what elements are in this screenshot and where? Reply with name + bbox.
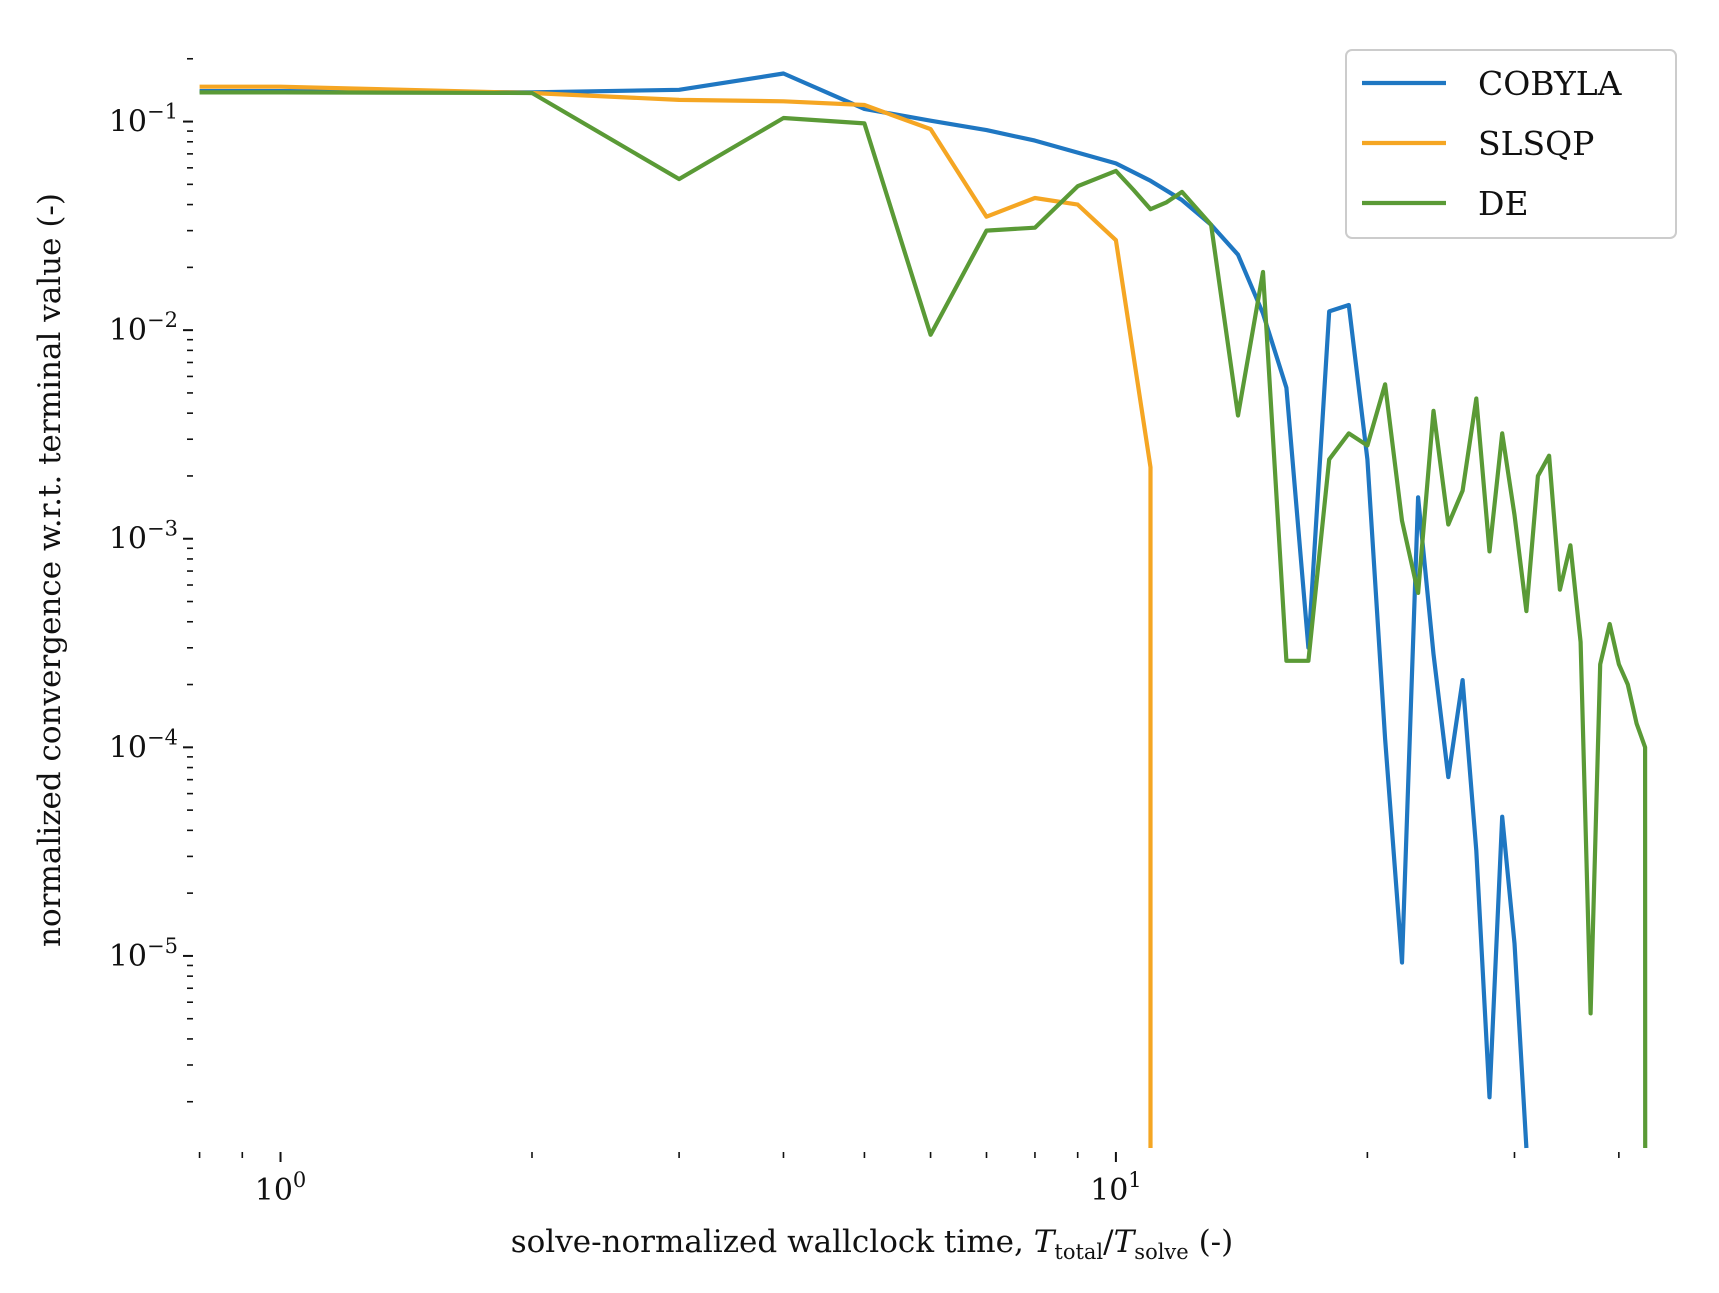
y-tick-label: 10−5 — [109, 934, 178, 974]
legend-frame — [1345, 49, 1677, 239]
x-axis-label-sub-total: total — [1054, 1240, 1103, 1264]
y-axis: 10−110−210−310−410−5 — [109, 57, 193, 1103]
y-tick-label: 10−2 — [109, 308, 178, 348]
x-axis-label-sep: / — [1103, 1224, 1114, 1260]
y-tick-exp: −5 — [147, 934, 178, 958]
y-tick-base: 10 — [109, 522, 147, 557]
y-tick-exp: −4 — [147, 725, 178, 749]
series-line-slsqp — [199, 84, 1153, 1148]
y-tick-base: 10 — [109, 730, 147, 765]
x-tick-base: 10 — [255, 1173, 293, 1208]
x-axis-label: solve-normalized wallclock time, Ttotal/… — [511, 1224, 1234, 1264]
x-axis-label-suffix: (-) — [1189, 1224, 1234, 1260]
x-axis-label-var-solve: T — [1114, 1224, 1137, 1260]
y-tick-label: 10−4 — [109, 725, 178, 765]
x-tick-exp: 0 — [293, 1168, 306, 1192]
x-axis: 100 101 — [198, 1152, 1620, 1208]
legend-label-slsqp: SLSQP — [1478, 124, 1594, 163]
legend: COBYLA SLSQP DE — [1345, 49, 1677, 239]
x-axis-label-sub-solve: solve — [1134, 1240, 1188, 1264]
legend-label-de: DE — [1478, 184, 1529, 223]
y-tick-base: 10 — [109, 939, 147, 974]
y-tick-exp: −1 — [147, 100, 178, 124]
y-axis-label: normalized convergence w.r.t. terminal v… — [32, 193, 68, 947]
y-tick-exp: −2 — [147, 308, 178, 332]
x-tick-label: 100 — [255, 1168, 307, 1208]
series-line-de — [199, 90, 1648, 1149]
series-line-cobyla — [199, 71, 1529, 1149]
legend-label-cobyla: COBYLA — [1478, 64, 1623, 103]
x-axis-label-prefix: solve-normalized wallclock time, — [511, 1224, 1034, 1260]
y-tick-base: 10 — [109, 313, 147, 348]
y-tick-base: 10 — [109, 105, 147, 140]
x-axis-label-var-total: T — [1034, 1224, 1057, 1260]
y-tick-exp: −3 — [147, 517, 178, 541]
y-tick-label: 10−3 — [109, 517, 178, 557]
series-layer — [199, 71, 1648, 1149]
y-tick-label: 10−1 — [109, 100, 178, 140]
x-tick-label: 101 — [1090, 1168, 1142, 1208]
x-tick-base: 10 — [1090, 1173, 1128, 1208]
x-tick-exp: 1 — [1128, 1168, 1141, 1192]
